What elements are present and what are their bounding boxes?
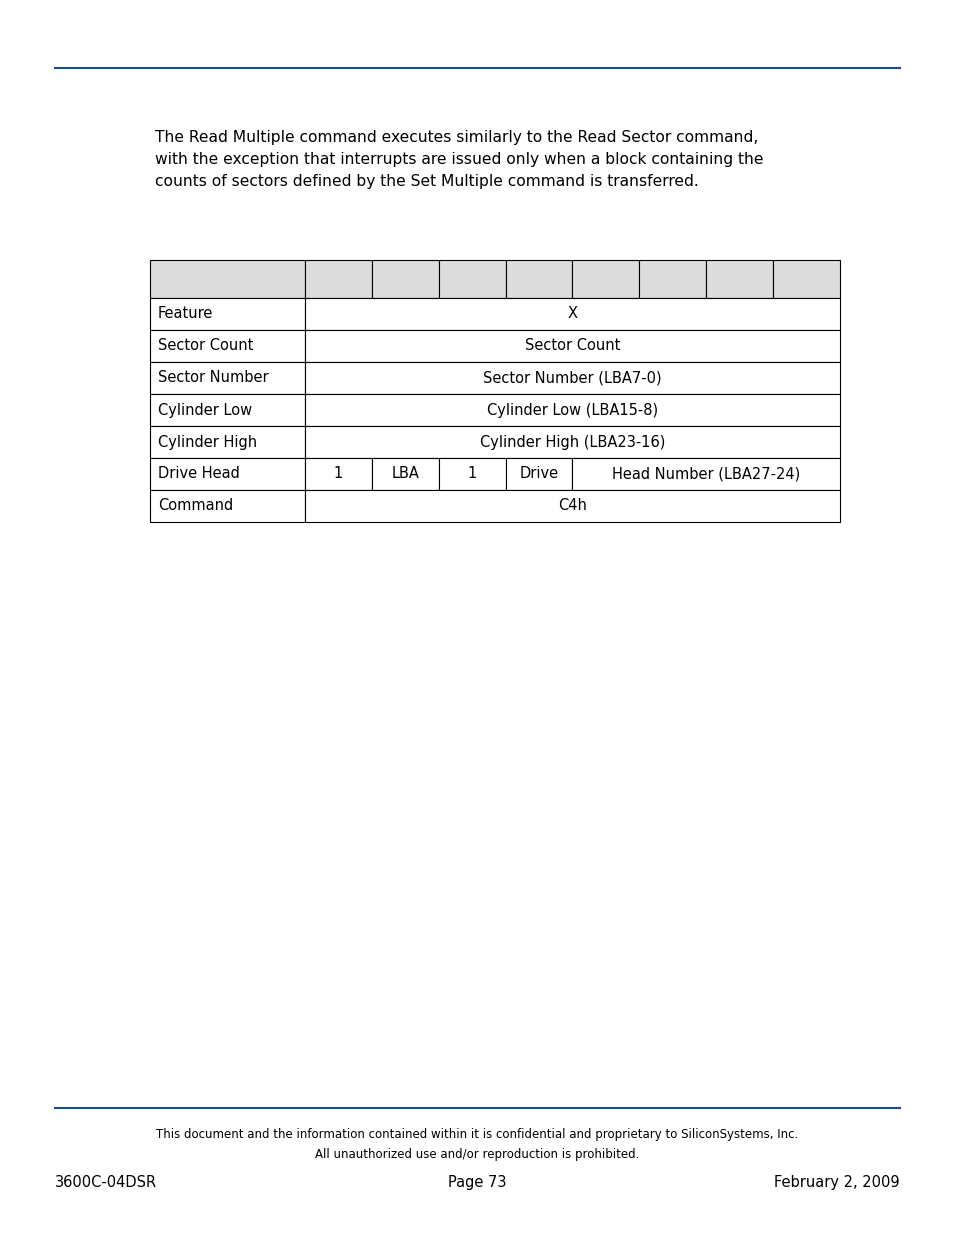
Bar: [505, 261, 572, 298]
Text: Sector Count: Sector Count: [158, 338, 253, 353]
Bar: [305, 362, 840, 394]
Bar: [305, 330, 840, 362]
Bar: [150, 330, 305, 362]
Bar: [150, 490, 305, 522]
Text: Cylinder High (LBA23-16): Cylinder High (LBA23-16): [479, 435, 664, 450]
Text: Sector Number: Sector Number: [158, 370, 269, 385]
Bar: [150, 298, 305, 330]
Text: The Read Multiple command executes similarly to the Read Sector command,: The Read Multiple command executes simil…: [154, 130, 758, 144]
Text: 1: 1: [467, 467, 476, 482]
Text: Feature: Feature: [158, 306, 213, 321]
Bar: [372, 261, 438, 298]
Text: All unauthorized use and/or reproduction is prohibited.: All unauthorized use and/or reproduction…: [314, 1149, 639, 1161]
Bar: [305, 261, 372, 298]
Text: This document and the information contained within it is confidential and propri: This document and the information contai…: [155, 1128, 798, 1141]
Text: X: X: [567, 306, 577, 321]
Text: 3600C-04DSR: 3600C-04DSR: [55, 1174, 157, 1191]
Text: C4h: C4h: [558, 499, 586, 514]
Text: Drive Head: Drive Head: [158, 467, 239, 482]
Bar: [572, 261, 639, 298]
Bar: [572, 458, 840, 490]
Bar: [305, 426, 840, 458]
Text: Sector Number (LBA7-0): Sector Number (LBA7-0): [482, 370, 661, 385]
Text: with the exception that interrupts are issued only when a block containing the: with the exception that interrupts are i…: [154, 152, 762, 167]
Bar: [150, 458, 305, 490]
Bar: [505, 458, 572, 490]
Text: Cylinder Low (LBA15-8): Cylinder Low (LBA15-8): [486, 403, 658, 417]
Bar: [438, 458, 505, 490]
Text: Page 73: Page 73: [447, 1174, 506, 1191]
Text: Command: Command: [158, 499, 233, 514]
Bar: [772, 261, 840, 298]
Bar: [639, 261, 705, 298]
Bar: [150, 362, 305, 394]
Bar: [372, 458, 438, 490]
Bar: [150, 261, 305, 298]
Bar: [305, 394, 840, 426]
Text: Cylinder High: Cylinder High: [158, 435, 257, 450]
Text: LBA: LBA: [391, 467, 418, 482]
Bar: [705, 261, 772, 298]
Bar: [305, 490, 840, 522]
Text: February 2, 2009: February 2, 2009: [774, 1174, 899, 1191]
Bar: [305, 458, 372, 490]
Bar: [305, 298, 840, 330]
Bar: [438, 261, 505, 298]
Text: Sector Count: Sector Count: [524, 338, 619, 353]
Text: counts of sectors defined by the Set Multiple command is transferred.: counts of sectors defined by the Set Mul…: [154, 174, 698, 189]
Bar: [150, 426, 305, 458]
Bar: [150, 394, 305, 426]
Text: Cylinder Low: Cylinder Low: [158, 403, 252, 417]
Text: Drive: Drive: [519, 467, 558, 482]
Text: 1: 1: [334, 467, 343, 482]
Text: Head Number (LBA27-24): Head Number (LBA27-24): [612, 467, 800, 482]
